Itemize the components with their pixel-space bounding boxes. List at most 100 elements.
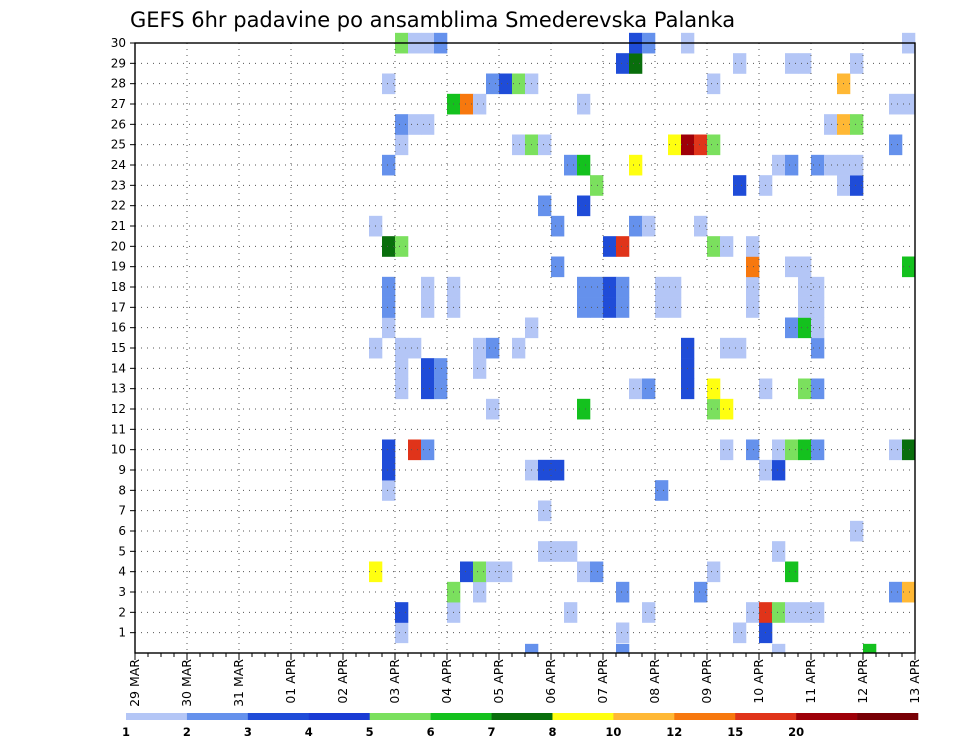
y-tick-label: 21 <box>111 219 126 233</box>
legend-swatch <box>613 713 675 720</box>
y-tick-label: 29 <box>111 56 126 70</box>
heatmap-cell <box>538 134 552 156</box>
y-tick-label: 22 <box>111 199 126 213</box>
heatmap-cell <box>746 256 760 278</box>
x-tick-label: 03 APR <box>387 659 402 704</box>
legend-swatch <box>430 713 492 720</box>
heatmap-cell <box>616 643 630 654</box>
heatmap-cell <box>707 398 721 420</box>
heatmap-cell <box>889 439 903 461</box>
y-tick-label: 17 <box>111 300 126 314</box>
y-tick-label: 6 <box>118 524 126 538</box>
x-tick-label: 06 APR <box>543 659 558 704</box>
y-tick-label: 15 <box>111 341 126 355</box>
y-axis: 1234567891011121314151617181920212223242… <box>111 36 135 640</box>
heatmap-cell <box>577 276 591 298</box>
x-tick-label: 29 MAR <box>127 659 142 707</box>
y-tick-label: 14 <box>111 361 126 375</box>
heatmap-cell <box>382 439 396 461</box>
heatmap-cell <box>538 459 552 481</box>
heatmap-cell <box>395 236 409 257</box>
heatmap-cell <box>642 602 656 623</box>
heatmap-cell <box>811 317 825 339</box>
heatmap-cell <box>486 398 500 420</box>
heatmap-cell <box>382 236 396 257</box>
heatmap-cell <box>551 459 565 481</box>
heatmap-cell <box>473 581 487 603</box>
heatmap-cell <box>382 297 396 318</box>
chart-title: GEFS 6hr padavine po ansamblima Smederev… <box>130 8 735 32</box>
heatmap-cell <box>577 561 591 583</box>
heatmap-cell <box>421 378 435 400</box>
heatmap-cell <box>382 276 396 298</box>
heatmap-cell <box>811 276 825 298</box>
heatmap-cell <box>421 276 435 298</box>
heatmap-cell <box>720 236 734 257</box>
y-tick-label: 18 <box>111 280 126 294</box>
legend-swatch <box>247 713 310 720</box>
heatmap-cell <box>811 297 825 318</box>
heatmap-cell <box>902 93 916 115</box>
heatmap-cell <box>772 602 786 623</box>
x-tick-label: 12 APR <box>855 659 870 704</box>
heatmap-cell <box>798 378 812 400</box>
y-tick-label: 7 <box>118 504 126 518</box>
heatmap-cell <box>590 276 604 298</box>
y-tick-label: 26 <box>111 117 126 131</box>
heatmap-cell <box>473 358 487 379</box>
heatmap-cell <box>707 73 721 95</box>
heatmap-cell <box>629 154 643 176</box>
heatmap-cell <box>473 93 487 115</box>
legend-label: 4 <box>305 725 313 739</box>
heatmap-cell <box>564 541 578 562</box>
heatmap-cell <box>486 561 500 583</box>
heatmap-cell <box>902 439 916 461</box>
heatmap-cell <box>811 378 825 400</box>
heatmap-cell <box>512 73 526 95</box>
heatmap-cell <box>785 317 799 339</box>
heatmap-cell <box>655 480 669 501</box>
heatmap-cell <box>863 643 877 654</box>
heatmap-cell <box>564 602 578 623</box>
heatmap-cell <box>538 195 552 217</box>
heatmap-cell <box>811 439 825 461</box>
heatmap-cell <box>395 622 409 644</box>
heatmap-cell <box>408 114 422 135</box>
heatmap-cell <box>889 134 903 156</box>
legend-label: 10 <box>605 725 621 739</box>
heatmap-cell <box>746 602 760 623</box>
heatmap-cell <box>421 297 435 318</box>
heatmap-cell <box>798 602 812 623</box>
heatmap-cell <box>629 53 643 74</box>
heatmap-cell <box>395 358 409 379</box>
heatmap-cell <box>811 337 825 359</box>
heatmap-cell <box>590 297 604 318</box>
heatmap-cell <box>460 93 474 115</box>
x-tick-label: 05 APR <box>491 659 506 704</box>
y-tick-label: 25 <box>111 138 126 152</box>
heatmap-cell <box>616 236 630 257</box>
heatmap-cell <box>785 602 799 623</box>
heatmap-cell <box>707 561 721 583</box>
heatmap-cell <box>577 154 591 176</box>
x-tick-label: 08 APR <box>647 659 662 704</box>
heatmap-cell <box>577 195 591 217</box>
y-tick-label: 4 <box>118 565 126 579</box>
heatmap-cell <box>772 541 786 562</box>
x-tick-label: 01 APR <box>283 659 298 704</box>
heatmap-cell <box>733 175 747 196</box>
x-tick-label: 30 MAR <box>179 659 194 707</box>
heatmap-cell <box>408 337 422 359</box>
y-tick-label: 28 <box>111 77 126 91</box>
heatmap-cell <box>707 236 721 257</box>
heatmap-cell <box>889 93 903 115</box>
heatmap-cell <box>616 581 630 603</box>
heatmap-cell <box>382 317 396 339</box>
x-tick-label: 04 APR <box>439 659 454 704</box>
heatmap-cell <box>824 154 838 176</box>
heatmap-cell <box>785 256 799 278</box>
legend-label: 7 <box>488 725 496 739</box>
heatmap-cell <box>395 602 409 623</box>
color-legend: 1 2 3 4 5 6 7 8 10 12 15 20 <box>122 713 919 739</box>
heatmap-cell <box>551 541 565 562</box>
